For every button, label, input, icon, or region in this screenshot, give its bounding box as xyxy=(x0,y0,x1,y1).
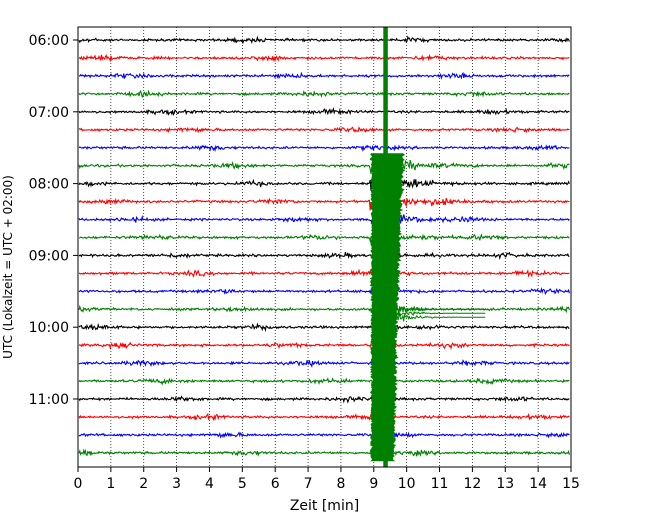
trace-line xyxy=(78,341,570,351)
trace-line xyxy=(78,268,570,278)
x-tick-label: 7 xyxy=(304,476,313,492)
y-tick-label: 09:00 xyxy=(29,248,69,264)
x-tick-label: 14 xyxy=(529,476,547,492)
x-tick-label: 4 xyxy=(205,476,214,492)
trace-line xyxy=(78,286,570,297)
trace-line xyxy=(78,304,570,315)
x-tick-label: 5 xyxy=(238,476,247,492)
trace-line xyxy=(78,377,570,386)
trace-line xyxy=(78,71,570,80)
x-tick-label: 2 xyxy=(139,476,148,492)
x-tick-label: 15 xyxy=(562,476,580,492)
x-tick-label: 3 xyxy=(172,476,181,492)
seismic-traces xyxy=(78,35,570,457)
plot-frame xyxy=(77,26,572,468)
y-tick-label: 06:00 xyxy=(29,33,69,49)
earthquake-signal xyxy=(369,27,486,467)
trace-line xyxy=(78,53,570,63)
trace-line xyxy=(78,322,570,333)
x-tick-label: 10 xyxy=(398,476,416,492)
trace-line xyxy=(78,359,570,369)
x-tick-label: 11 xyxy=(431,476,449,492)
x-axis-label: Zeit [min] xyxy=(290,498,359,514)
x-tick-label: 1 xyxy=(106,476,115,492)
x-tick-label: 0 xyxy=(74,476,83,492)
trace-line xyxy=(78,89,570,99)
trace-line xyxy=(78,412,570,422)
trace-line xyxy=(78,431,570,439)
trace-line xyxy=(78,126,570,134)
trace-line xyxy=(78,144,570,153)
x-tick-label: 9 xyxy=(369,476,378,492)
trace-line xyxy=(78,192,570,211)
trace-line xyxy=(78,448,570,457)
y-tick-label: 10:00 xyxy=(29,320,69,336)
event-coda xyxy=(384,306,486,319)
x-tick-label: 6 xyxy=(271,476,280,492)
y-tick-label: 08:00 xyxy=(29,177,69,193)
trace-line xyxy=(78,211,570,226)
trace-line xyxy=(78,157,570,174)
trace-line xyxy=(78,178,570,191)
x-tick-label: 12 xyxy=(463,476,481,492)
y-tick-label: 11:00 xyxy=(29,392,69,408)
trace-line xyxy=(78,35,570,45)
trace-line xyxy=(78,395,570,404)
trace-line xyxy=(78,231,570,243)
vertical-grid-lines xyxy=(110,27,539,467)
x-tick-label: 8 xyxy=(336,476,345,492)
trace-line xyxy=(78,107,570,116)
x-axis-ticks: 0 1 2 3 4 5 6 7 8 9 10 11 12 13 14 15 xyxy=(74,467,580,492)
event-coda xyxy=(384,305,486,315)
y-axis-ticks: 06:00 07:00 08:00 09:00 10:00 11:00 xyxy=(29,33,78,408)
y-tick-label: 07:00 xyxy=(29,105,69,121)
x-tick-label: 13 xyxy=(496,476,514,492)
y-axis-label: UTC (Lokalzeit = UTC + 02:00) xyxy=(1,175,15,359)
trace-line xyxy=(78,251,570,261)
event-coda xyxy=(385,310,486,322)
